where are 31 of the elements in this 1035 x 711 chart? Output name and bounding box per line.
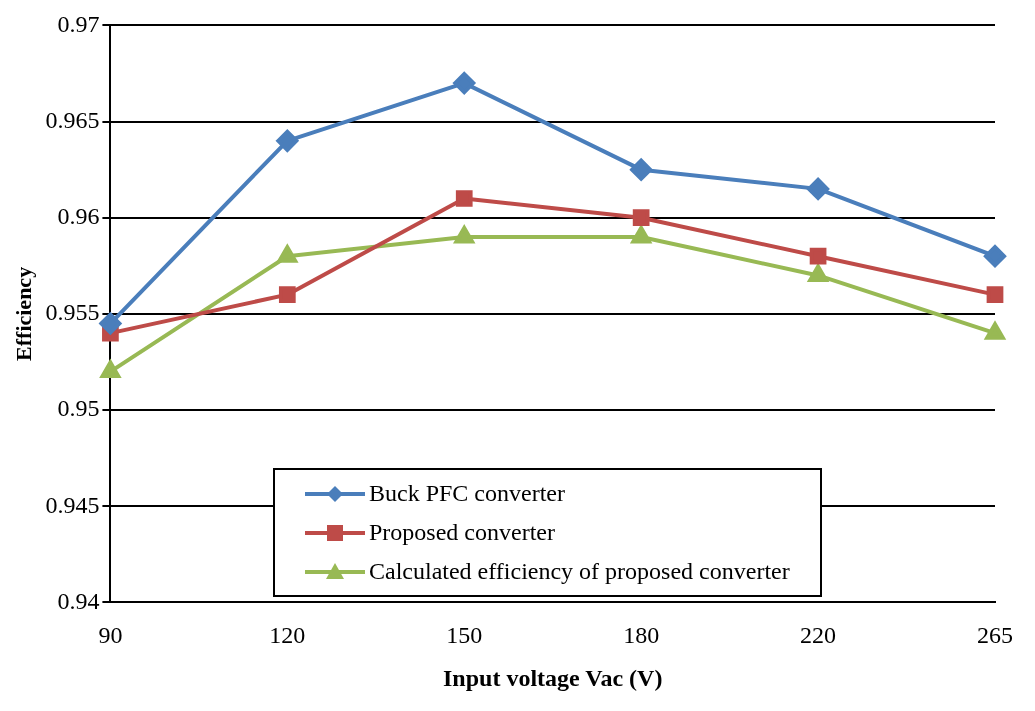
point (632, 209, 650, 227)
y-axis-title: Efficiency (10, 266, 36, 361)
x-tick-label: 150 (446, 622, 483, 649)
y-tick-label: 0.965 (45, 106, 100, 133)
x-tick-label: 90 (98, 622, 123, 649)
point (986, 286, 1004, 304)
x-tick-label: 220 (800, 622, 837, 649)
legend-label: Buck PFC converter (369, 480, 565, 507)
point (985, 322, 1005, 340)
y-tick-label: 0.95 (57, 395, 100, 422)
point (630, 158, 653, 181)
y-tick-label: 0.94 (57, 587, 100, 614)
point (99, 312, 122, 335)
legend-label: Proposed converter (369, 519, 555, 546)
legend-label: Calculated efficiency of proposed converter (369, 558, 790, 585)
point (278, 286, 296, 304)
y-tick-label: 0.97 (57, 10, 100, 37)
point (276, 129, 299, 152)
point (809, 247, 827, 265)
point (807, 177, 830, 200)
point (984, 245, 1006, 268)
point (455, 190, 473, 207)
y-tick-label: 0.955 (45, 299, 100, 326)
x-axis-title: Input voltage Vac (V) (443, 664, 663, 691)
point (453, 72, 476, 95)
y-tick-label: 0.96 (57, 203, 100, 230)
x-tick-label: 120 (269, 622, 306, 649)
x-tick-label: 265 (977, 622, 1013, 649)
x-tick-label: 180 (623, 622, 660, 649)
y-tick-label: 0.945 (45, 491, 100, 518)
point (277, 245, 298, 263)
